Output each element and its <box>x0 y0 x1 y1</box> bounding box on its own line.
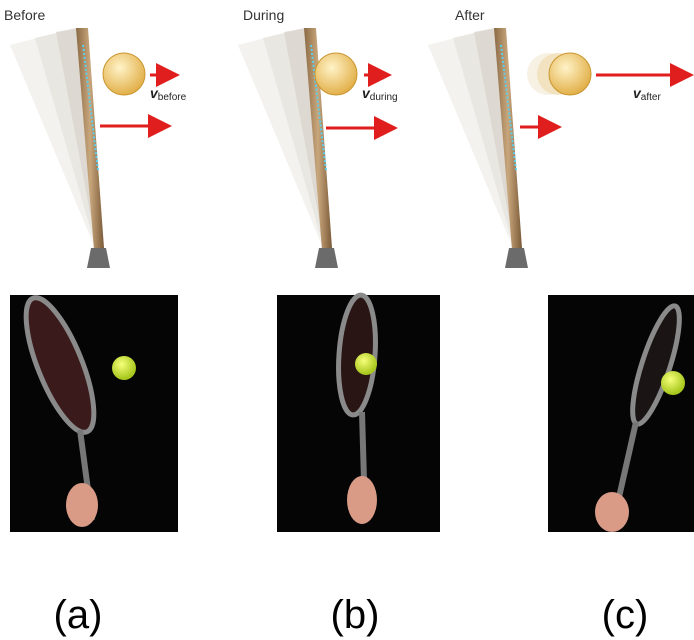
caption: (b) <box>331 593 380 637</box>
photo-b <box>277 294 440 532</box>
hand <box>66 483 98 527</box>
hand <box>595 492 629 532</box>
photo-a <box>10 290 178 532</box>
velocity-label: vbefore <box>150 85 187 103</box>
stage-label: During <box>243 7 284 23</box>
ball <box>549 53 591 95</box>
tennis-ball <box>355 353 377 375</box>
panel-during: During vduring <box>238 7 398 268</box>
figure: Before vbefore During vduring After vaft… <box>0 0 694 640</box>
velocity-label: vafter <box>633 85 661 103</box>
hand <box>347 476 377 524</box>
ball <box>103 53 145 95</box>
stage-label: After <box>455 7 485 23</box>
tennis-ball <box>112 356 136 380</box>
stage-label: Before <box>4 7 45 23</box>
caption: (a) <box>54 593 103 637</box>
ball <box>315 53 357 95</box>
racket-illustration <box>428 28 528 268</box>
velocity-label: vduring <box>362 85 398 103</box>
racket-illustration <box>10 28 110 268</box>
panel-before: Before vbefore <box>4 7 187 268</box>
photo-c <box>548 295 694 532</box>
panel-after: After vafter <box>428 7 688 268</box>
tennis-ball <box>661 371 685 395</box>
caption: (c) <box>602 593 649 637</box>
